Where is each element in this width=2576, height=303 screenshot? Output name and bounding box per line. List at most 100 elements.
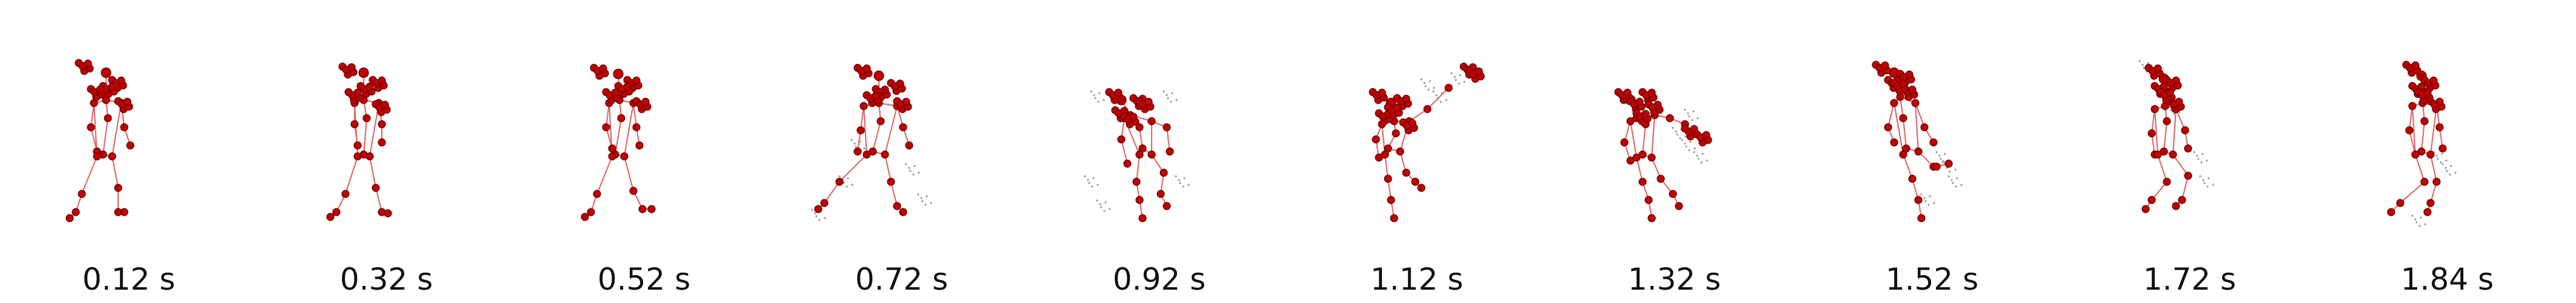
motion-trail-dot [1689,141,1692,143]
skeleton-joint [887,178,895,186]
skeleton-joint [1702,131,1710,139]
skeleton-joint [84,59,92,68]
skeleton-joint [372,184,380,192]
skeleton-joint [632,76,641,85]
skeleton-joint [126,141,135,150]
motion-trail-dot [1684,135,1687,138]
motion-trail-dot [1463,81,1466,83]
skeleton-joint [1669,190,1677,198]
skeleton-joint [1135,196,1144,204]
motion-trail-dot [1952,182,1954,184]
skeleton-joint [899,123,907,132]
motion-trail-dot [2193,151,2195,153]
motion-trail-dot [2411,215,2414,217]
skeleton-bone [839,154,867,182]
skeleton-joint [120,123,128,132]
skeleton-joint [638,205,647,213]
skeleton-joint [635,141,644,150]
motion-trail-dot [1706,159,1708,162]
motion-trail-dot [2440,161,2442,164]
skeleton-joint [1138,214,1147,222]
skeleton-joint [863,64,871,73]
frame-time-label: 1.32 s [1627,262,1721,297]
motion-trail-dot [1685,145,1687,148]
skeleton-joint [1123,159,1132,168]
frame-time-label: 0.32 s [339,262,433,297]
skeleton-bone [859,105,865,131]
motion-trail-dot [912,173,915,176]
skeleton-joint [1147,150,1156,159]
skeleton-bone [632,102,638,128]
skeleton-pose-6 [1369,62,1485,222]
motion-trail-dot [2199,175,2201,178]
skeleton-pose-7 [1614,88,1712,222]
skeleton-joint [1914,196,1923,204]
skeleton-joint [2181,126,2189,135]
skeleton-bone [2154,108,2159,155]
skeleton-pose-10 [2387,61,2457,227]
motion-trail-dot [1684,142,1686,145]
skeleton-bone [102,118,109,155]
skeleton-joint [620,152,629,161]
skeleton-joint [2175,98,2183,106]
skeleton-bone [2400,181,2425,204]
motion-trail-dot [818,219,821,221]
skeleton-joint [2154,150,2162,159]
frame-panel: 0.52 s [515,0,773,303]
skeleton-joint [101,67,112,78]
skeleton-pose-3 [581,64,656,221]
skeleton-bone [2181,175,2189,201]
motion-trail-dot [2454,171,2457,174]
skeleton-joint [608,152,616,161]
skeleton-bone [884,154,892,182]
skeleton-joint [1166,147,1174,156]
skeleton-joint [1475,67,1483,76]
skeleton-joint [2169,150,2177,159]
skeleton-joint [641,98,650,106]
frame-panel: 1.52 s [1803,0,2061,303]
skeleton-joint [384,209,392,218]
skeleton-joint [835,178,844,186]
skeleton-joint [632,123,641,132]
skeleton-joint [587,208,595,216]
skeleton-joint [378,120,386,128]
motion-trail-dot [1109,208,1111,210]
frame-time-label: 1.72 s [2143,262,2237,297]
frame-panel: 1.12 s [1288,0,1546,303]
frame-panel: 0.32 s [258,0,515,303]
skeleton-joint [2154,64,2162,73]
motion-trail-dot [1178,179,1180,181]
motion-trail-dot [1096,199,1098,202]
skeleton-joint [104,114,112,122]
motion-trail-dot [1432,90,1435,93]
skeleton-joint [87,123,95,132]
skeleton-bone [890,181,898,207]
motion-trail-dot [2206,185,2209,188]
skeleton-joint [362,114,371,122]
motion-trail-dot [1940,158,1942,160]
skeleton-joint [1393,104,1401,112]
motion-trail-dot [1459,74,1461,76]
motion-trail-dot [1092,177,1095,179]
motion-trail-dot [1088,182,1090,184]
motion-trail-dot [1458,82,1460,85]
skeleton-joint [1890,99,1898,107]
motion-trail-dot [855,145,857,148]
motion-trail-dot [2435,155,2438,157]
skeleton-bone [1887,102,1895,128]
skeleton-bone [1427,87,1449,110]
skeleton-joint [326,213,335,221]
motion-trail-dot [1947,175,1950,178]
motion-trail-dot [1688,149,1690,152]
skeleton-joint [902,98,910,106]
skeleton-bone [2163,121,2168,152]
motion-trail-dot [1175,175,1177,178]
skeleton-joint [1423,105,1432,113]
frame-time-label: 0.12 s [82,262,176,297]
motion-trail-dot [2178,111,2181,113]
motion-trail-dot [1090,90,1092,93]
skeleton-joint [873,70,884,81]
skeleton-joint [899,208,907,216]
motion-trail-dot [2147,62,2149,64]
motion-trail-dot [1167,97,1169,99]
